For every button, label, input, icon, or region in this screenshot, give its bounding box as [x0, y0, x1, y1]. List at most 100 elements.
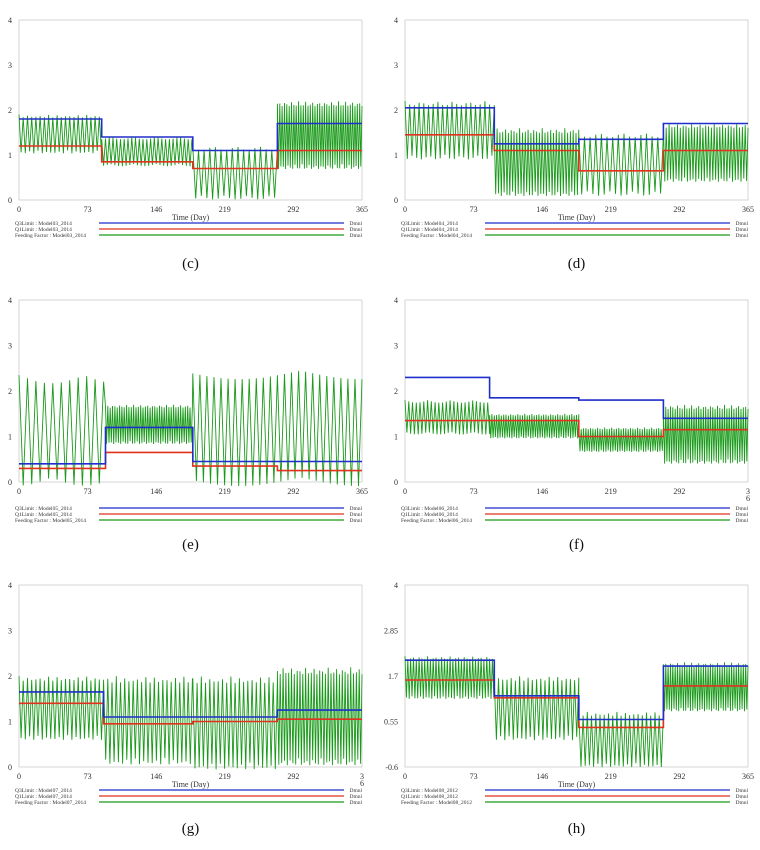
chart-3-y-tick-label: 4: [8, 296, 12, 305]
chart-3-x-tick-label: 219: [219, 487, 231, 496]
chart-3-legend-label: Feeding Factor : Model05_2014: [15, 518, 86, 524]
chart-1-legend-label: Q3Limit : Model03_2014: [15, 221, 72, 227]
chart-5-x-tick-label: 73: [84, 772, 92, 781]
chart-panel-3: 0 1 2 3 4 0 73 146 219 292 365 Q3Limit : Model05_20…: [8, 296, 368, 553]
chart-4-legend-unit: Dmnl: [735, 512, 748, 518]
chart-3-legend-unit: Dmnl: [349, 518, 362, 524]
chart-3-legend-unit: Dmnl: [349, 506, 362, 512]
chart-6-y-tick-label: 4: [394, 581, 398, 590]
chart-2-legend-label: Feeding Factor : Model04_2014: [401, 233, 472, 239]
chart-3-x-tick-label: 292: [287, 487, 299, 496]
chart-2-x-axis-label: Time (Day): [558, 213, 596, 222]
chart-1-legend-label: Feeding Factor : Model03_2014: [15, 233, 86, 239]
chart-4-x-tick-label: 219: [605, 487, 617, 496]
chart-4-x-tick-label: 73: [470, 487, 478, 496]
chart-1-x-tick-label: 146: [150, 205, 162, 214]
chart-2-x-tick-label: 219: [605, 205, 617, 214]
chart-4-y-tick-label: 4: [394, 296, 398, 305]
chart-4-y-tick-label: 2: [394, 387, 398, 396]
chart-1-x-tick-label: 0: [17, 205, 21, 214]
chart-6-legend-label: Feeding Factor : Model08_2012: [401, 800, 472, 806]
chart-5-legend-label: Q3Limit : Model07_2014: [15, 788, 72, 794]
chart-1-series-green: [18, 101, 363, 200]
chart-3-x-tick-label: 0: [17, 487, 21, 496]
chart-5-y-tick-label: 3: [8, 627, 12, 636]
chart-4-series-green: [404, 400, 749, 464]
chart-3-legend-label: Q3Limit : Model05_2014: [15, 506, 72, 512]
chart-5-x-tick-label: 292: [287, 772, 299, 781]
chart-2-x-tick-label: 365: [742, 205, 754, 214]
chart-2-series-green: [404, 100, 749, 197]
chart-2-legend-unit: Dmnl: [735, 227, 748, 233]
chart-5-x-axis-label: Time (Day): [172, 780, 210, 789]
chart-4-legend-unit: Dmnl: [735, 518, 748, 524]
chart-1-y-tick-label: 2: [8, 106, 12, 115]
chart-5-series-green: [18, 667, 363, 770]
chart-2-panel-label: (d): [568, 256, 586, 272]
chart-5-y-tick-label: 0: [8, 763, 12, 772]
chart-3-x-tick-label: 146: [150, 487, 162, 496]
chart-2-x-tick-label: 292: [673, 205, 685, 214]
chart-6-legend-label: Q1Limit : Model08_2012: [401, 794, 458, 800]
chart-1-panel-label: (c): [182, 256, 199, 272]
chart-2-y-tick-label: 2: [394, 106, 398, 115]
chart-1-legend-label: Q1Limit : Model03_2014: [15, 227, 72, 233]
chart-6-y-tick-label: 1.7: [388, 672, 398, 681]
chart-panel-5: 0 1 2 3 4 0 73 146 219 292 3 6 Time (Day) Q3Limit : M…: [8, 581, 364, 837]
chart-2-legend-unit: Dmnl: [735, 233, 748, 239]
chart-5-x-tick-label: 146: [150, 772, 162, 781]
chart-4-x-tick-label: 0: [403, 487, 407, 496]
chart-5-y-tick-label: 2: [8, 672, 12, 681]
chart-2-y-tick-label: 0: [394, 196, 398, 205]
chart-1-y-tick-label: 1: [8, 151, 12, 160]
chart-6-x-axis-label: Time (Day): [558, 780, 596, 789]
chart-5-y-tick-label: 1: [8, 718, 12, 727]
chart-4-plot-frame: [404, 299, 749, 483]
chart-1-legend-unit: Dmnl: [349, 221, 362, 227]
chart-1-y-tick-label: 4: [8, 16, 12, 25]
chart-4-series-blue: [405, 376, 748, 420]
chart-4-panel-label: (f): [569, 537, 584, 553]
chart-3-x-tick-label: 73: [84, 487, 92, 496]
chart-1-x-axis-label: Time (Day): [172, 213, 210, 222]
chart-4-x-tick-label: 146: [536, 487, 548, 496]
chart-3-series-green: [18, 370, 363, 487]
chart-2-y-tick-label: 4: [394, 16, 398, 25]
chart-2-legend-label: Q3Limit : Model04_2014: [401, 221, 458, 227]
chart-panel-6: -0.6 0.55 1.7 2.85 4 0 73 146 219 292 365 Time (Day…: [384, 581, 754, 837]
chart-panel-2: 0 1 2 3 4 0 73 146 219 292 365 Time (Day) Q3Limit : …: [394, 16, 754, 272]
chart-2-x-tick-label: 0: [403, 205, 407, 214]
chart-1-legend-unit: Dmnl: [349, 233, 362, 239]
chart-6-x-tick-label: 0: [403, 772, 407, 781]
chart-4-series-red: [405, 419, 748, 438]
chart-1-x-tick-label: 292: [287, 205, 299, 214]
chart-5-panel-label: (g): [182, 821, 200, 837]
chart-2-x-tick-label: 146: [536, 205, 548, 214]
chart-2-series-blue: [405, 107, 748, 145]
chart-5-legend-unit: Dmnl: [349, 788, 362, 794]
chart-5-legend-label: Q1Limit : Model07_2014: [15, 794, 72, 800]
chart-1-x-tick-label: 219: [219, 205, 231, 214]
chart-6-x-tick-label: 365: [742, 772, 754, 781]
chart-6-legend-unit: Dmnl: [735, 794, 748, 800]
chart-5-series-blue: [19, 691, 362, 718]
chart-2-x-tick-label: 73: [470, 205, 478, 214]
chart-5-legend-label: Feeding Factor : Model07_2014: [15, 800, 86, 806]
chart-3-legend-unit: Dmnl: [349, 512, 362, 518]
chart-panel-1: 0 1 2 3 4 0 73 146 219 292 365 Time (Day) Q3Limit : …: [8, 16, 368, 272]
chart-5-x-tick-label: 219: [219, 772, 231, 781]
chart-5-y-tick-label: 4: [8, 581, 12, 590]
chart-5-legend-unit: Dmnl: [349, 800, 362, 806]
chart-6-x-tick-label: 219: [605, 772, 617, 781]
chart-3-legend-label: Q1Limit : Model05_2014: [15, 512, 72, 518]
chart-1-series-blue: [19, 118, 362, 152]
chart-5-x-tick-label: 0: [17, 772, 21, 781]
chart-2-y-tick-label: 1: [394, 151, 398, 160]
chart-6-series-green: [404, 656, 749, 768]
chart-6-x-tick-label: 73: [470, 772, 478, 781]
chart-4-legend-label: Q1Limit : Model06_2014: [401, 512, 458, 518]
chart-4-legend-label: Feeding Factor : Model06_2014: [401, 518, 472, 524]
chart-3-series-blue: [19, 426, 362, 465]
